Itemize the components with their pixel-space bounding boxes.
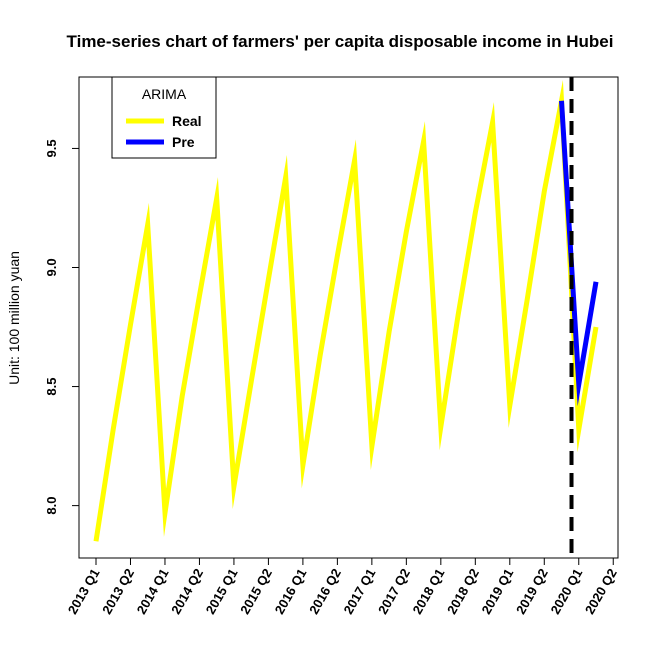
x-tick-label: 2020 Q2 (582, 566, 620, 617)
y-axis: 8.0 8.5 9.0 9.5 (44, 139, 79, 515)
series-layer (93, 80, 599, 542)
x-tick-label: 2014 Q1 (134, 566, 172, 617)
x-tick-label: 2016 Q1 (272, 566, 310, 617)
x-tick-label: 2018 Q2 (444, 566, 482, 617)
legend-label-pre: Pre (172, 134, 195, 150)
chart-title: Time-series chart of farmers' per capita… (67, 32, 614, 51)
x-tick-label: 2013 Q2 (99, 566, 137, 617)
y-tick-label: 8.5 (44, 378, 59, 396)
x-tick-label: 2015 Q1 (203, 566, 241, 617)
x-tick-label: 2018 Q1 (409, 566, 447, 617)
x-tick-label: 2017 Q1 (341, 566, 379, 617)
y-axis-label: Unit: 100 million yuan (6, 251, 22, 385)
x-tick-label: 2016 Q2 (306, 566, 344, 617)
legend-title: ARIMA (142, 86, 187, 102)
x-tick-label: 2015 Q2 (237, 566, 275, 617)
x-tick-label: 2014 Q2 (168, 566, 206, 617)
y-tick-label: 9.0 (44, 258, 59, 276)
series-line-real (93, 80, 599, 542)
legend-label-real: Real (172, 113, 202, 129)
x-tick-label: 2013 Q1 (65, 566, 103, 617)
x-tick-label: 2019 Q2 (513, 566, 551, 617)
plot-frame (78, 76, 619, 559)
y-tick-label: 8.0 (44, 497, 59, 515)
x-tick-label: 2020 Q1 (547, 566, 585, 617)
x-tick-label: 2019 Q1 (478, 566, 516, 617)
legend: ARIMA Real Pre (111, 76, 217, 159)
x-tick-label: 2017 Q2 (375, 566, 413, 617)
y-tick-label: 9.5 (44, 139, 59, 157)
